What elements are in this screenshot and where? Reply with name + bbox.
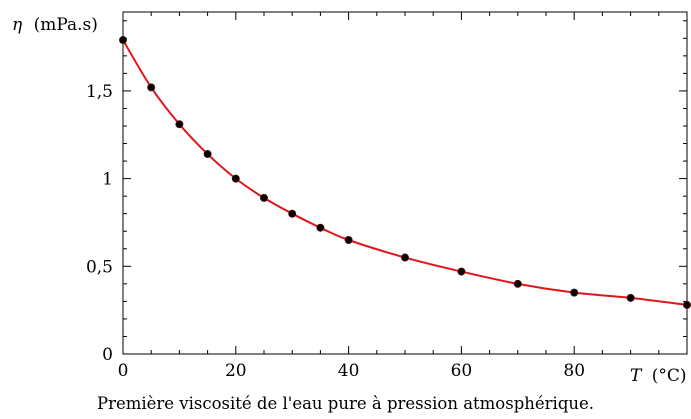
viscosity-chart: 0 0,5 1 1,5 0 20 40 60 80 η (mPa.s) T (°C) — [12, 11, 691, 386]
x-axis-symbol: T — [630, 366, 643, 386]
figure-caption: Première viscosité de l'eau pure à press… — [96, 394, 595, 413]
data-series — [122, 39, 688, 306]
y-tick-label: 1,5 — [86, 82, 113, 102]
data-point — [626, 293, 635, 302]
data-point — [119, 36, 128, 45]
data-point — [231, 174, 240, 183]
data-point — [344, 235, 353, 244]
x-tick-label: 80 — [563, 361, 585, 381]
data-point — [400, 253, 409, 262]
y-axis-symbol: η — [12, 15, 23, 35]
series-line — [122, 39, 688, 306]
data-point — [513, 279, 522, 288]
data-point — [683, 300, 691, 309]
ticks: 0 0,5 1 1,5 0 20 40 60 80 — [86, 12, 687, 381]
y-tick-label: 0 — [102, 345, 113, 365]
x-tick-label: 20 — [225, 361, 247, 381]
y-tick-label: 1 — [102, 170, 113, 190]
x-tick-label: 40 — [338, 361, 360, 381]
data-points — [119, 36, 691, 309]
x-axis-unit: (°C) — [652, 366, 687, 386]
x-tick-label: 0 — [118, 361, 129, 381]
x-tick-label: 60 — [451, 361, 473, 381]
axes-frame — [122, 11, 688, 355]
data-point — [570, 288, 579, 297]
data-point — [259, 193, 268, 202]
data-point — [175, 120, 184, 129]
plot-frame — [122, 11, 688, 355]
data-point — [316, 223, 325, 232]
y-axis-unit: (mPa.s) — [34, 15, 98, 35]
data-point — [457, 267, 466, 276]
y-tick-label: 0,5 — [86, 257, 113, 277]
data-point — [288, 209, 297, 218]
y-axis-label: η (mPa.s) — [12, 15, 98, 35]
x-axis-label: T (°C) — [630, 366, 687, 386]
data-point — [203, 150, 212, 159]
data-point — [147, 83, 156, 92]
